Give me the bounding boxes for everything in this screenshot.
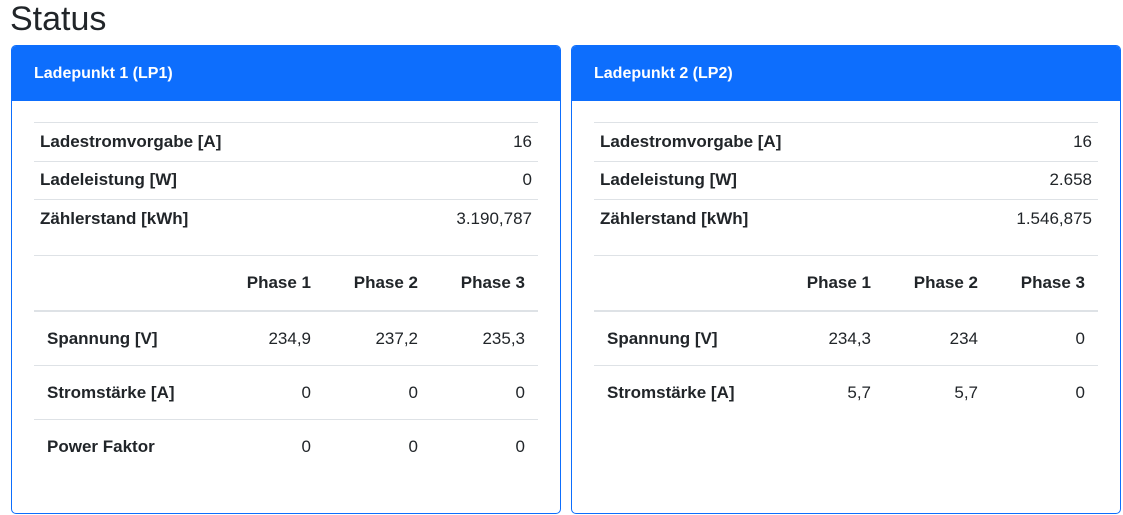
row-label: Spannung [V]	[607, 328, 718, 348]
phase-header-3: Phase 3	[1020, 273, 1085, 292]
summary-table: Ladestromvorgabe [A] 16 Ladeleistung [W]…	[594, 122, 1098, 238]
row-value: 0	[522, 170, 532, 190]
phase-header-1: Phase 1	[806, 273, 871, 292]
row-label: Stromstärke [A]	[607, 383, 735, 402]
cell-phase-2: 0	[408, 437, 418, 456]
cell-phase-1: 234,9	[268, 328, 311, 348]
table-row: Stromstärke [A] 0 0 0	[34, 366, 538, 420]
row-value: 16	[513, 131, 532, 151]
page-title: Status	[10, 0, 107, 38]
row-label: Stromstärke [A]	[47, 382, 175, 402]
phase-header-1: Phase 1	[246, 273, 311, 292]
cell-phase-1: 0	[301, 437, 311, 456]
row-label: Spannung [V]	[47, 328, 158, 348]
cell-phase-2: 5,7	[954, 383, 978, 402]
cell-phase-1: 5,7	[847, 383, 871, 402]
phase-header-3: Phase 3	[460, 273, 525, 292]
table-row: Spannung [V] 234,9 237,2 235,3	[34, 312, 538, 366]
row-value: 3.190,787	[456, 208, 532, 228]
row-value: 2.658	[1049, 170, 1092, 190]
row-label: Power Faktor	[47, 437, 155, 456]
table-row: Stromstärke [A] 5,7 5,7 0	[594, 366, 1098, 420]
card-ladepunkt-2: Ladepunkt 2 (LP2) Ladestromvorgabe [A] 1…	[571, 45, 1121, 514]
card-header: Ladepunkt 2 (LP2)	[572, 46, 1120, 101]
row-label: Ladestromvorgabe [A]	[40, 131, 222, 151]
card-ladepunkt-1: Ladepunkt 1 (LP1) Ladestromvorgabe [A] 1…	[11, 45, 561, 514]
summary-row: Ladestromvorgabe [A] 16	[594, 122, 1098, 161]
table-row: Spannung [V] 234,3 234 0	[594, 312, 1098, 366]
row-label: Ladeleistung [W]	[600, 170, 737, 190]
cell-phase-3: 235,3	[482, 328, 525, 348]
phase-table: Phase 1 Phase 2 Phase 3 Spannung [V] 234…	[594, 255, 1098, 420]
table-row: Power Faktor 0 0 0	[34, 420, 538, 474]
summary-row: Ladeleistung [W] 0	[34, 160, 538, 200]
card-header: Ladepunkt 1 (LP1)	[12, 46, 560, 101]
cell-phase-3: 0	[515, 382, 525, 402]
phase-table: Phase 1 Phase 2 Phase 3 Spannung [V] 234…	[34, 255, 538, 474]
cell-phase-3: 0	[1075, 383, 1085, 402]
cell-phase-3: 0	[1075, 328, 1085, 348]
cell-phase-1: 0	[301, 382, 311, 402]
row-value: 16	[1073, 131, 1092, 151]
phase-header-row: Phase 1 Phase 2 Phase 3	[594, 256, 1098, 312]
cell-phase-2: 237,2	[375, 328, 418, 348]
cell-phase-1: 234,3	[828, 328, 871, 348]
row-label: Zählerstand [kWh]	[600, 208, 749, 228]
phase-header-2: Phase 2	[353, 273, 418, 292]
summary-table: Ladestromvorgabe [A] 16 Ladeleistung [W]…	[34, 122, 538, 238]
phase-header-row: Phase 1 Phase 2 Phase 3	[34, 256, 538, 312]
row-label: Ladeleistung [W]	[40, 170, 177, 190]
cell-phase-3: 0	[515, 437, 525, 456]
row-label: Zählerstand [kWh]	[40, 208, 189, 228]
cell-phase-2: 234	[949, 328, 978, 348]
summary-row: Zählerstand [kWh] 1.546,875	[594, 199, 1098, 238]
phase-header-2: Phase 2	[913, 273, 978, 292]
row-value: 1.546,875	[1016, 208, 1092, 228]
summary-row: Ladeleistung [W] 2.658	[594, 160, 1098, 200]
summary-row: Ladestromvorgabe [A] 16	[34, 122, 538, 161]
cell-phase-2: 0	[408, 382, 418, 402]
row-label: Ladestromvorgabe [A]	[600, 131, 782, 151]
summary-row: Zählerstand [kWh] 3.190,787	[34, 199, 538, 238]
